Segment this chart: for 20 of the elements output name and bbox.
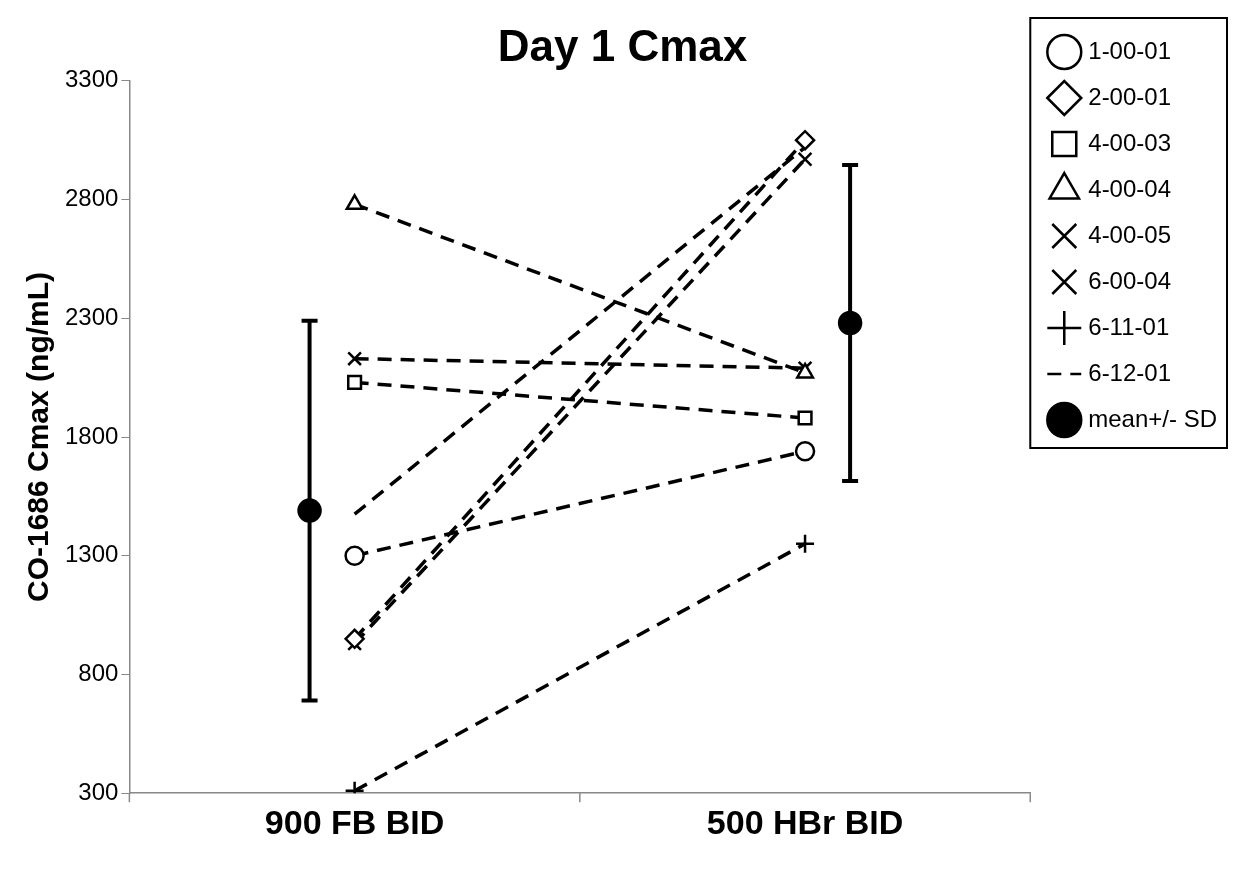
x-tick-label: 900 FB BID (264, 802, 445, 841)
y-tick-label: 1800 (65, 421, 119, 449)
y-tick-label: 800 (78, 659, 119, 687)
legend-label: 6-00-04 (1088, 266, 1172, 294)
y-tick-label: 2800 (65, 184, 119, 212)
legend-label: mean+/- SD (1088, 404, 1217, 432)
legend-label: 4-00-04 (1088, 174, 1172, 202)
legend-label: 4-00-05 (1088, 220, 1172, 248)
legend-label: 1-00-01 (1088, 36, 1172, 64)
chart-title: Day 1 Cmax (497, 20, 748, 70)
legend-label: 6-11-01 (1088, 312, 1170, 340)
y-axis-title: CO-1686 Cmax (ng/mL) (21, 271, 55, 603)
y-tick-label: 3300 (65, 65, 119, 93)
x-tick-label: 500 HBr BID (706, 802, 904, 841)
legend-label: 2-00-01 (1088, 82, 1172, 110)
y-tick-label: 2300 (65, 302, 119, 330)
legend-label: 4-00-03 (1088, 128, 1172, 156)
legend-label: 6-12-01 (1088, 358, 1172, 386)
y-tick-label: 1300 (65, 540, 119, 568)
y-tick-label: 300 (78, 777, 119, 805)
